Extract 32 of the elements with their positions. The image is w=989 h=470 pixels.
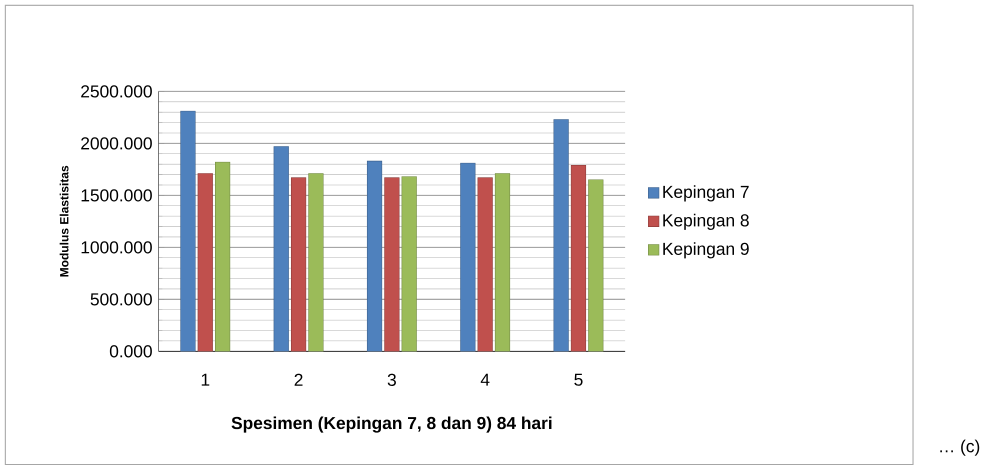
bar: [402, 176, 417, 352]
legend-label: Kepingan 8: [663, 214, 749, 230]
bar: [308, 173, 324, 352]
bar: [588, 180, 604, 352]
y-axis-title: Modulus Elastisitas: [60, 166, 68, 277]
bar: [290, 177, 306, 352]
bar: [198, 173, 213, 352]
bar: [494, 173, 510, 352]
x-tick-label: 1: [202, 374, 210, 386]
bar: [384, 177, 400, 352]
x-tick-label: 5: [574, 374, 583, 386]
bar: [274, 146, 289, 352]
legend-label: Kepingan 7: [663, 185, 749, 202]
y-tick-label: 2500.000: [81, 85, 152, 98]
bar: [366, 160, 382, 352]
x-axis-title: Spesimen (Kepingan 7, 8 dan 9) 84 hari: [232, 416, 552, 433]
bar: [478, 177, 493, 352]
x-tick-label: 2: [294, 374, 303, 386]
text: … (c): [940, 440, 980, 456]
bar: [570, 165, 586, 352]
x-tick-label: 3: [388, 374, 396, 386]
y-tick-label: 2000.000: [81, 137, 152, 150]
y-tick-label: 1000.000: [82, 241, 152, 254]
y-tick-label: 1500.000: [82, 189, 152, 202]
bar: [180, 110, 196, 352]
legend-label: Kepingan 9: [663, 242, 749, 258]
bar: [214, 162, 230, 352]
bar: [554, 119, 569, 352]
bar: [460, 162, 476, 352]
x-tick-label: 4: [480, 374, 490, 386]
y-tick-label: 500.000: [90, 293, 152, 306]
y-tick-label: 0.000: [110, 345, 152, 358]
